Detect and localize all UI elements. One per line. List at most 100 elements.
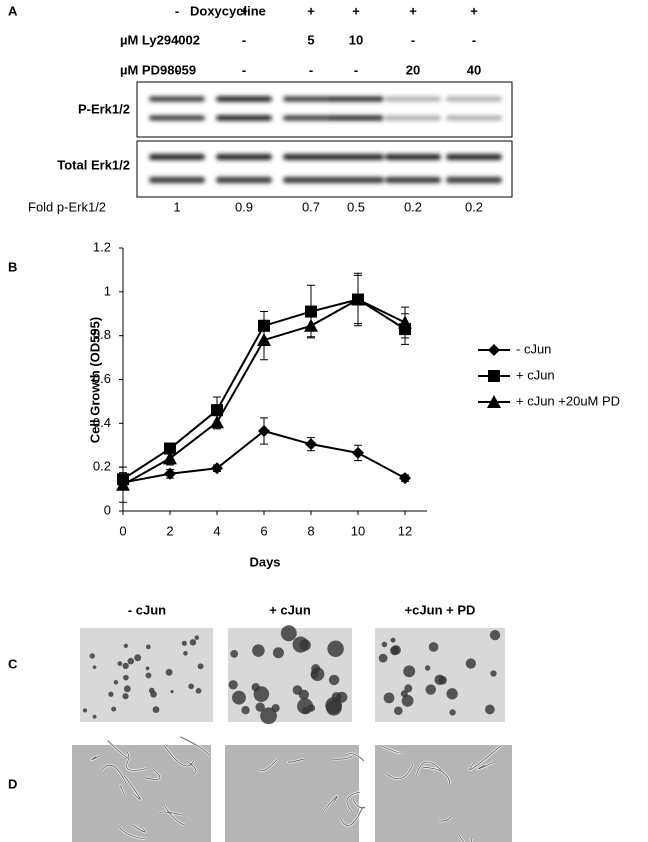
treatment-value: 10: [349, 32, 363, 47]
treatment-value: +: [409, 3, 417, 18]
treatment-value: -: [472, 32, 476, 47]
band: [328, 177, 384, 183]
colony: [292, 636, 309, 653]
image-title: - cJun: [128, 602, 166, 617]
fold-label: Fold p-Erk1/2: [28, 199, 106, 214]
colony: [195, 687, 202, 694]
colony: [170, 690, 174, 694]
marker: [305, 438, 317, 451]
band: [446, 115, 502, 121]
band: [149, 177, 205, 183]
band: [216, 177, 272, 183]
cell-image: [375, 745, 512, 842]
colony: [484, 704, 495, 715]
colony: [127, 657, 135, 665]
colony: [188, 683, 194, 690]
marker: [399, 472, 411, 485]
x-tick-label: 2: [166, 523, 173, 538]
x-tick-label: 6: [260, 523, 267, 538]
colony: [165, 668, 173, 676]
y-tick-label: 0: [104, 502, 111, 517]
colony: [255, 702, 265, 712]
colony: [134, 654, 142, 662]
y-tick-label: 0.4: [93, 415, 111, 430]
marker: [304, 318, 318, 332]
band: [328, 96, 384, 102]
colony: [401, 694, 414, 707]
colony: [446, 688, 458, 700]
colony: [428, 642, 439, 652]
colony: [123, 674, 129, 681]
colony: [241, 706, 250, 715]
y-axis-label: Cell Growth (OD595): [87, 317, 102, 443]
image-title: +cJun + PD: [405, 602, 476, 617]
colony: [390, 646, 400, 656]
band: [385, 177, 441, 183]
marker: [211, 462, 223, 475]
colony: [111, 706, 117, 712]
marker: [211, 404, 223, 417]
colony: [310, 671, 319, 679]
colony: [123, 685, 131, 693]
y-tick-label: 1.2: [93, 239, 111, 254]
fold-value: 1: [173, 199, 180, 214]
x-tick-label: 0: [119, 523, 126, 538]
band: [283, 154, 339, 160]
panel-label: D: [8, 776, 17, 791]
colony: [311, 664, 321, 673]
colony: [108, 691, 114, 697]
marker: [487, 395, 501, 408]
colony: [197, 663, 204, 670]
colony: [336, 691, 348, 703]
row-label: µM PD98059: [120, 62, 196, 77]
colony: [251, 683, 260, 692]
fold-value: 0.7: [302, 199, 320, 214]
colony: [297, 698, 314, 715]
x-axis-label: Days: [249, 554, 280, 569]
blot-label: Total Erk1/2: [57, 157, 130, 172]
fold-value: 0.9: [235, 199, 253, 214]
colony: [425, 684, 436, 695]
treatment-value: -: [411, 32, 415, 47]
legend-label: + cJun +20uM PD: [516, 393, 620, 408]
colony: [145, 672, 152, 679]
colony: [152, 706, 160, 714]
fold-value: 0.2: [404, 199, 422, 214]
panel-label: A: [8, 3, 18, 18]
marker: [258, 425, 270, 438]
cell-outline: [380, 745, 502, 842]
band: [385, 154, 441, 160]
treatment-value: 5: [307, 32, 314, 47]
treatment-value: 40: [467, 62, 481, 77]
colony: [272, 647, 284, 659]
blot-bands: [149, 96, 502, 183]
blot-label: P-Erk1/2: [78, 101, 130, 116]
band: [149, 154, 205, 160]
y-tick-label: 0.6: [93, 371, 111, 386]
row-label: Doxycycline: [190, 3, 266, 18]
band: [446, 177, 502, 183]
band: [385, 96, 441, 102]
colony: [181, 640, 187, 646]
band: [216, 154, 272, 160]
colony: [383, 692, 395, 704]
image-title: + cJun: [269, 602, 311, 617]
colony: [280, 625, 297, 642]
marker: [488, 344, 500, 356]
colony: [438, 675, 447, 685]
colony: [189, 639, 197, 646]
x-tick-label: 4: [213, 523, 220, 538]
blot-frame: [136, 81, 513, 138]
row-label: µM Ly294002: [120, 32, 200, 47]
band: [283, 177, 339, 183]
treatment-value: -: [175, 32, 179, 47]
y-tick-label: 0.2: [93, 459, 111, 474]
colony: [465, 658, 476, 669]
x-tick-label: 12: [398, 523, 412, 538]
band: [283, 115, 339, 121]
colony: [183, 651, 188, 656]
colony: [122, 693, 129, 700]
colony: [145, 666, 150, 671]
legend-label: + cJun: [516, 367, 555, 382]
